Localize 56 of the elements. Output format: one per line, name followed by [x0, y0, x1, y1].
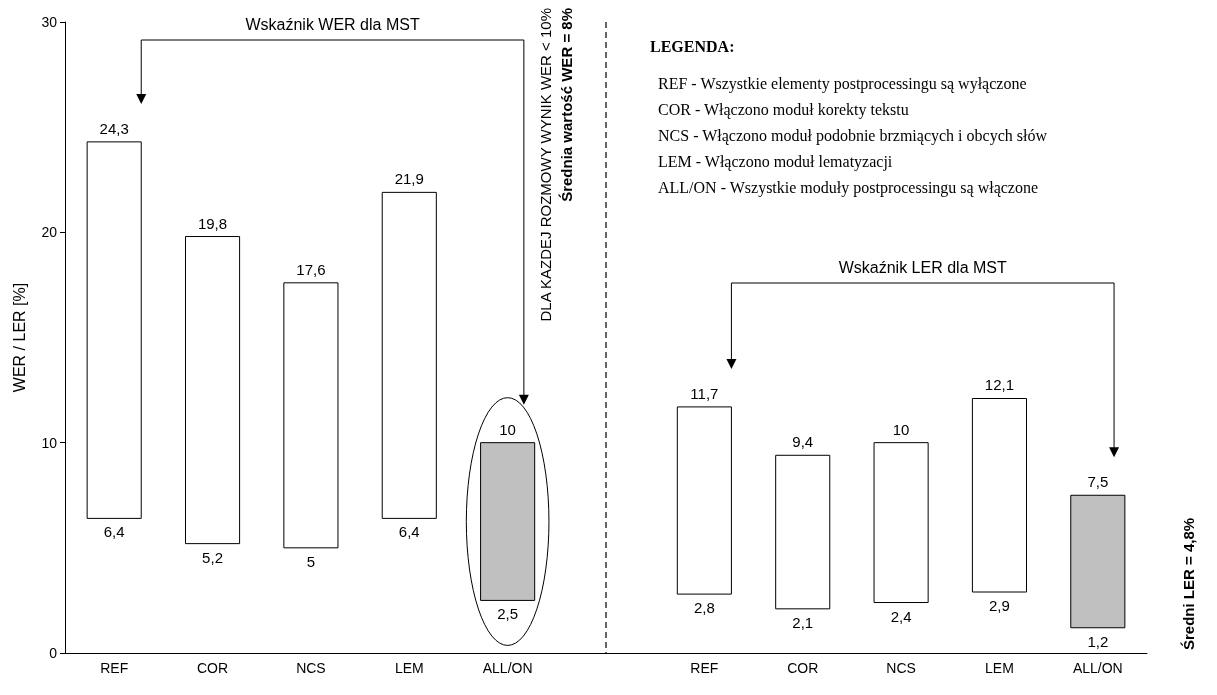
- bar: [86, 141, 142, 519]
- bar: [1070, 494, 1126, 629]
- bar: [381, 191, 437, 519]
- annotation: 2,1: [792, 613, 814, 631]
- bar: [185, 236, 241, 545]
- x-tick-label: COR: [787, 660, 819, 676]
- bar: [775, 454, 831, 610]
- data-label: 9,4: [792, 433, 814, 451]
- annotation: REF - Wszystkie elementy postprocessingu są wyłączone: [658, 74, 1027, 93]
- annotation: Średnia wartość WER = 8%: [558, 8, 576, 202]
- bar: [971, 398, 1027, 593]
- bar: [480, 442, 536, 601]
- annotation: DLA KAZDEJ ROZMOWY WYNIK WER < 10%: [536, 8, 554, 322]
- annotation: NCS - Włączono moduł podobnie brzmiących i obcych słów: [658, 126, 1048, 145]
- x-tick-label: COR: [196, 660, 229, 676]
- x-tick-label: LEM: [394, 660, 424, 676]
- annotation: LEGENDA:: [650, 37, 735, 55]
- annotation: 2,8: [693, 599, 715, 617]
- data-label: 12,1: [984, 376, 1015, 394]
- y-tick-label: 10: [41, 434, 58, 451]
- y-tick-label: 0: [49, 645, 58, 661]
- annotation: LEM - Włączono moduł lematyzacji: [658, 152, 893, 171]
- y-axis-title: WER / LER [%]: [10, 282, 28, 393]
- x-tick-label: ALL/ON: [482, 660, 533, 676]
- bar: [283, 282, 339, 549]
- annotation: 5,2: [202, 548, 223, 566]
- y-tick-label: 30: [41, 14, 58, 30]
- annotation: 2,5: [497, 605, 519, 623]
- data-label: 11,7: [690, 384, 719, 402]
- annotation: 6,4: [398, 523, 420, 541]
- bar: [676, 406, 732, 595]
- annotation: 1,2: [1087, 632, 1109, 650]
- text: Średni LER = 4,8%: [1179, 517, 1197, 650]
- annotation: 2,9: [989, 597, 1010, 614]
- x-tick-label: LEM: [985, 660, 1014, 676]
- annotation: ALL/ON - Wszystkie moduły postprocessingu są włączone: [658, 178, 1039, 197]
- data-label: 24,3: [99, 119, 129, 137]
- x-tick-label: REF: [690, 660, 719, 676]
- annotation: 6,4: [103, 523, 125, 541]
- bar: [873, 442, 929, 604]
- data-label: 10: [892, 420, 910, 438]
- x-tick-label: ALL/ON: [1072, 660, 1123, 676]
- annotation: 2,4: [890, 607, 912, 625]
- x-tick-label: NCS: [886, 660, 916, 676]
- y-tick-label: 20: [41, 224, 58, 241]
- data-label: 21,9: [394, 170, 424, 188]
- annotation: Wskaźnik LER dla MST: [838, 258, 1007, 276]
- x-tick-label: NCS: [296, 660, 326, 676]
- annotation: COR - Włączono moduł korekty tekstu: [658, 100, 909, 119]
- data-label: 19,8: [197, 214, 228, 232]
- annotation: Wskaźnik WER dla MST: [245, 15, 420, 33]
- x-tick-label: REF: [100, 660, 129, 676]
- annotation: 5: [306, 552, 316, 570]
- data-label: 10: [499, 420, 516, 438]
- data-label: 7,5: [1087, 473, 1109, 491]
- data-label: 17,6: [296, 260, 326, 278]
